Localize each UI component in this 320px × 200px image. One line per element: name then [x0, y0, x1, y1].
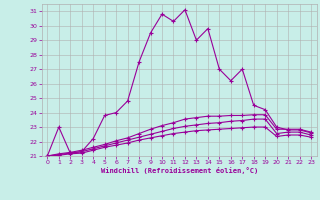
X-axis label: Windchill (Refroidissement éolien,°C): Windchill (Refroidissement éolien,°C) [100, 167, 258, 174]
